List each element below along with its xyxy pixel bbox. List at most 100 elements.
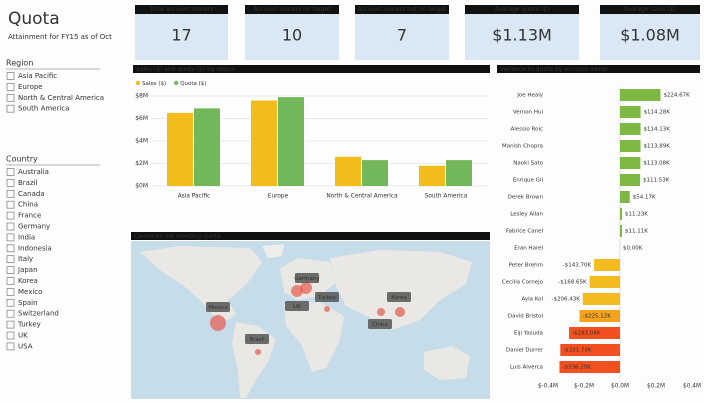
land-africa	[284, 302, 344, 372]
map-bubble[interactable]	[255, 349, 261, 355]
slicer-item[interactable]: France	[18, 212, 41, 220]
bar	[569, 327, 620, 339]
slicer-item[interactable]: North & Central America	[18, 94, 104, 102]
map-label[interactable]: Brazil	[249, 337, 265, 343]
checkbox[interactable]	[6, 179, 15, 187]
map-bubble[interactable]	[300, 282, 312, 294]
bar	[446, 160, 472, 186]
checkbox[interactable]	[6, 200, 15, 209]
checkbox[interactable]	[6, 222, 15, 231]
slicer-item[interactable]: Spain	[18, 299, 38, 307]
map-label[interactable]: Germany	[294, 276, 320, 282]
slicer-item[interactable]: Mexico	[18, 288, 42, 296]
y-tick-label: $8M	[135, 93, 148, 100]
checkbox[interactable]	[6, 104, 15, 113]
y-tick-label: Peter Brehm	[509, 263, 543, 269]
slicer-title: Country	[6, 155, 38, 164]
bar	[251, 100, 277, 186]
slicer-item[interactable]: Italy	[18, 255, 33, 263]
slicer-item[interactable]: Indonesia	[18, 244, 52, 252]
slicer-item[interactable]: Switzerland	[18, 310, 59, 318]
checkbox[interactable]	[6, 266, 15, 274]
x-tick-label: Europe	[268, 194, 289, 200]
kpi-label: Account owners on target	[253, 6, 331, 13]
map-bubble[interactable]	[377, 308, 385, 316]
checkbox[interactable]	[6, 211, 15, 220]
map-label[interactable]: China	[372, 322, 388, 328]
y-tick-label: Derek Brown	[508, 195, 544, 201]
slicer-item[interactable]: Brazil	[18, 179, 38, 187]
map-label[interactable]: Mexico	[208, 305, 228, 311]
bar	[620, 89, 661, 101]
checkbox[interactable]	[6, 93, 15, 102]
kpi-header	[355, 5, 449, 14]
slicer-item[interactable]: Japan	[17, 266, 38, 274]
slicer-item[interactable]: India	[18, 233, 35, 241]
map-bubble[interactable]	[395, 307, 405, 317]
checkbox[interactable]	[6, 298, 15, 307]
data-label: $114.28K	[644, 110, 671, 116]
map-bubble[interactable]	[324, 306, 330, 312]
checkbox[interactable]	[6, 288, 15, 296]
slicer-item[interactable]: UK	[18, 332, 28, 340]
slicer-item[interactable]: Canada	[18, 190, 45, 198]
land-north-america	[140, 246, 262, 320]
slicer-item[interactable]: China	[18, 201, 38, 209]
slicer-item[interactable]: Germany	[18, 223, 50, 231]
data-label: $11.11K	[625, 229, 648, 235]
checkbox[interactable]	[6, 342, 15, 351]
y-tick-label: Naoki Sato	[513, 161, 543, 167]
slicer-item[interactable]: South America	[18, 105, 69, 113]
y-tick-label: $2M	[135, 160, 148, 167]
map-label[interactable]: Korea	[391, 295, 407, 301]
slicer-item[interactable]: Australia	[18, 168, 49, 176]
kpi-value: 10	[282, 26, 302, 45]
legend-label: Sales ($)	[142, 81, 166, 87]
x-tick-label: $0.2M	[647, 384, 665, 390]
world-map	[131, 241, 490, 399]
slicer-item[interactable]: Turkey	[17, 321, 41, 329]
map-bubble[interactable]	[210, 315, 226, 331]
checkbox[interactable]	[6, 277, 15, 285]
map-label[interactable]: Turkey	[317, 295, 337, 301]
land-australia	[424, 346, 470, 380]
kpi-header	[245, 5, 339, 14]
map-label-bg	[315, 292, 339, 302]
slicer-item[interactable]: Korea	[18, 277, 38, 285]
data-label: $113.08K	[643, 161, 670, 167]
slicer-item[interactable]: Europe	[18, 83, 43, 91]
bar	[620, 157, 641, 169]
checkbox[interactable]	[6, 255, 15, 264]
legend-label: Quota ($)	[180, 81, 206, 87]
checkbox[interactable]	[6, 320, 15, 329]
y-tick-label: Luis Alverca	[510, 365, 543, 371]
checkbox[interactable]	[6, 83, 15, 91]
y-tick-label: $4M	[135, 138, 148, 145]
y-tick-label: Eiji Yasuda	[514, 331, 543, 337]
data-label: $54.17K	[633, 195, 656, 201]
checkbox[interactable]	[6, 309, 15, 318]
y-tick-label: Fabrice Canel	[506, 229, 544, 235]
checkbox[interactable]	[6, 244, 15, 253]
kpi-card	[465, 14, 579, 60]
checkbox[interactable]	[6, 72, 15, 80]
slicer-item[interactable]: Asia Pacific	[18, 72, 57, 80]
kpi-header	[600, 5, 700, 14]
kpi-card	[245, 14, 339, 60]
y-tick-label: Vernon Hui	[513, 110, 544, 116]
x-tick-label: Asia Pacific	[178, 194, 210, 200]
kpi-card	[355, 14, 449, 60]
slicer-item[interactable]: USA	[18, 342, 33, 350]
data-label: -$143.70K	[563, 263, 592, 269]
data-label: $111.53K	[643, 178, 670, 184]
checkbox[interactable]	[6, 168, 15, 176]
data-label: $0.00K	[623, 246, 643, 252]
checkbox[interactable]	[6, 233, 15, 242]
map-label-bg	[285, 301, 309, 311]
bar	[559, 361, 620, 373]
checkbox[interactable]	[6, 331, 15, 340]
map-label[interactable]: UK	[293, 304, 301, 310]
x-tick-label: North & Central America	[326, 194, 398, 200]
checkbox[interactable]	[6, 189, 15, 198]
